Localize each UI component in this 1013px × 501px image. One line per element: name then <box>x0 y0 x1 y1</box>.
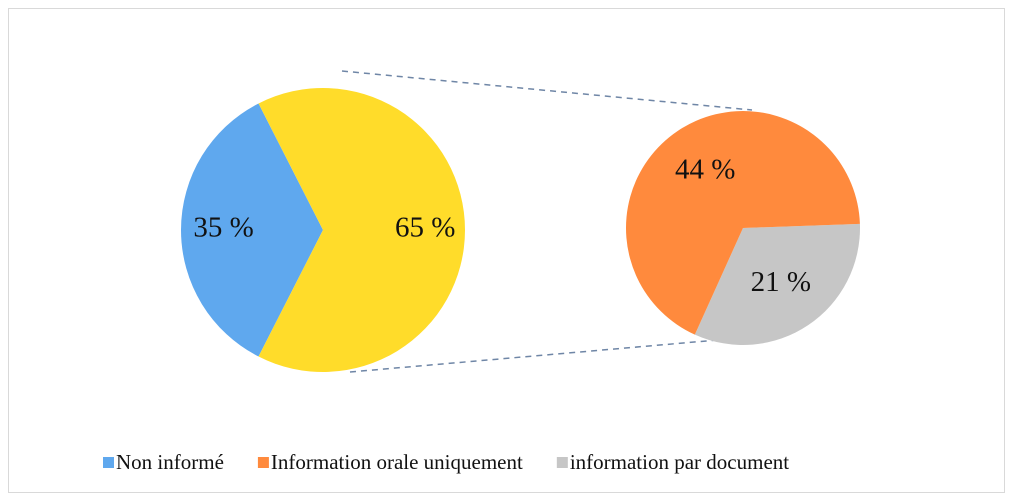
legend-label: information par document <box>570 450 789 474</box>
connector-line <box>349 336 753 373</box>
legend-label: Non informé <box>116 450 224 474</box>
data-label: 44 % <box>675 153 735 185</box>
legend-swatch <box>257 457 269 468</box>
pie-slice <box>694 223 860 345</box>
data-label: 65 % <box>395 212 455 244</box>
pie-slice <box>258 88 465 373</box>
data-label: 35 % <box>193 212 253 244</box>
legend-label: Information orale uniquement <box>271 450 523 474</box>
legend-swatch <box>556 457 568 468</box>
data-label: 21 % <box>751 266 811 298</box>
connector-line <box>341 70 753 111</box>
pie-slice <box>626 111 860 335</box>
pie-slice <box>181 103 323 357</box>
legend-swatch <box>103 457 114 468</box>
